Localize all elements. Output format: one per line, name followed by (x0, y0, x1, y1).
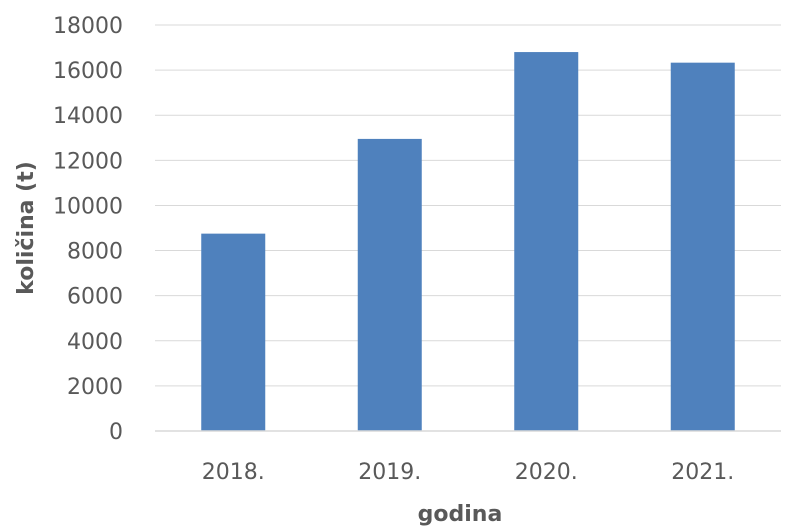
bar (357, 138, 422, 431)
bars (201, 52, 735, 432)
x-tick-label: 2020. (515, 460, 578, 485)
y-tick-label: 0 (109, 420, 123, 445)
bar (201, 233, 266, 431)
y-tick-label: 14000 (53, 104, 123, 129)
bar (670, 62, 735, 431)
y-tick-label: 16000 (53, 59, 123, 84)
y-tick-label: 10000 (53, 194, 123, 219)
y-tick-label: 18000 (53, 14, 123, 39)
y-tick-label: 6000 (67, 285, 123, 310)
bar (514, 52, 579, 432)
x-tick-label: 2018. (202, 460, 265, 485)
x-tick-labels: 2018. 2019. 2020. 2021. (202, 460, 734, 485)
y-tick-label: 4000 (67, 330, 123, 355)
x-tick-label: 2019. (358, 460, 421, 485)
x-tick-label: 2021. (671, 460, 734, 485)
y-tick-labels: 0 2000 4000 6000 8000 10000 12000 14000 16000 180… (53, 14, 123, 445)
y-axis-title: količina (t) (14, 161, 39, 295)
x-axis-title: godina (418, 502, 503, 527)
y-tick-label: 2000 (67, 375, 123, 400)
y-tick-label: 12000 (53, 149, 123, 174)
y-tick-label: 8000 (67, 240, 123, 265)
